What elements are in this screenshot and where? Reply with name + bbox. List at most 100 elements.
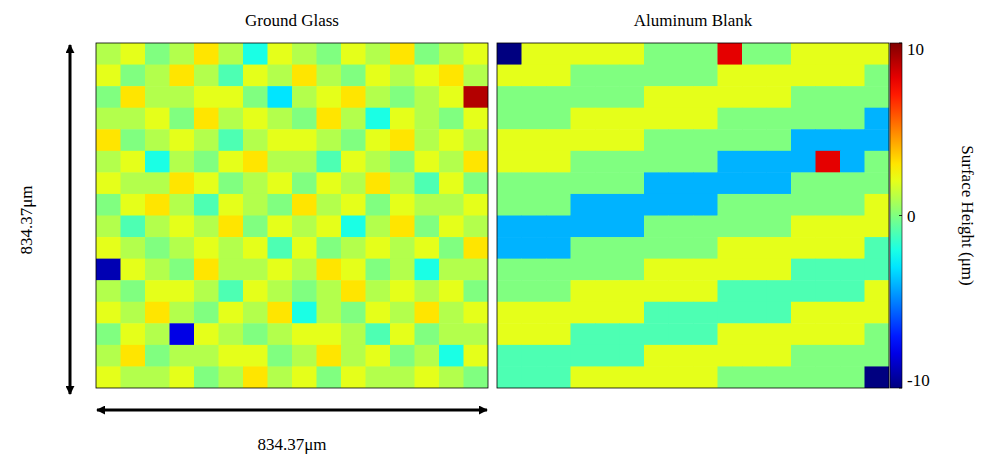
cell [170, 216, 195, 238]
cell [170, 43, 195, 65]
cell [96, 129, 121, 151]
cell [791, 65, 816, 87]
cell [439, 216, 464, 238]
cell [145, 194, 170, 216]
cell [390, 172, 415, 194]
cell [390, 65, 415, 87]
cell [546, 345, 571, 367]
cell [571, 259, 596, 281]
cell [268, 323, 293, 345]
cell [644, 129, 669, 151]
cell [390, 259, 415, 281]
cell [840, 194, 865, 216]
cell [292, 172, 317, 194]
cell [644, 216, 669, 238]
cell [546, 366, 571, 388]
cell [620, 216, 645, 238]
cell [464, 108, 489, 130]
cell [292, 280, 317, 302]
cell [121, 259, 146, 281]
cell [96, 259, 121, 281]
cell [317, 43, 342, 65]
colorbar-tick-label: -10 [907, 371, 930, 390]
cell [341, 43, 366, 65]
cell [366, 43, 391, 65]
cell [219, 259, 244, 281]
cell [145, 280, 170, 302]
cell [366, 172, 391, 194]
cell [644, 172, 669, 194]
cell [816, 65, 841, 87]
cell [742, 65, 767, 87]
cell [96, 280, 121, 302]
cell [341, 237, 366, 259]
cell [644, 280, 669, 302]
cell [341, 86, 366, 108]
cell [865, 302, 890, 324]
cell [865, 129, 890, 151]
cell [791, 108, 816, 130]
cell [194, 108, 219, 130]
cell [595, 323, 620, 345]
cell [718, 129, 743, 151]
cell [816, 129, 841, 151]
dimension-arrow [97, 409, 487, 412]
cell [464, 323, 489, 345]
cell [194, 172, 219, 194]
cell [522, 43, 547, 65]
cell [268, 108, 293, 130]
cell [840, 65, 865, 87]
cell [644, 302, 669, 324]
cell [415, 302, 440, 324]
cell [121, 237, 146, 259]
cell [767, 216, 792, 238]
cell [816, 108, 841, 130]
cell [292, 323, 317, 345]
cell [121, 151, 146, 173]
cell [194, 86, 219, 108]
cell [96, 194, 121, 216]
cell [317, 302, 342, 324]
cell [439, 86, 464, 108]
cell [669, 345, 694, 367]
cell [595, 108, 620, 130]
cell [522, 151, 547, 173]
cell [415, 172, 440, 194]
cell [170, 323, 195, 345]
cell [644, 259, 669, 281]
cell [816, 86, 841, 108]
cell [742, 323, 767, 345]
cell [718, 86, 743, 108]
cell [121, 43, 146, 65]
cell [791, 280, 816, 302]
cell [595, 280, 620, 302]
cell [767, 86, 792, 108]
cell [816, 43, 841, 65]
cell [341, 323, 366, 345]
heatmap-cells [96, 43, 488, 388]
cell [219, 323, 244, 345]
cell [571, 280, 596, 302]
cell [595, 345, 620, 367]
cell [840, 259, 865, 281]
cell [415, 345, 440, 367]
cell [243, 345, 268, 367]
cell [121, 65, 146, 87]
cell [718, 323, 743, 345]
cell [497, 129, 522, 151]
cell [317, 280, 342, 302]
cell [243, 129, 268, 151]
cell [121, 129, 146, 151]
cell [439, 323, 464, 345]
cell [791, 194, 816, 216]
dimension-label: 834.37μm [257, 435, 326, 454]
cell [767, 366, 792, 388]
cell [341, 65, 366, 87]
cell [546, 129, 571, 151]
cell [170, 172, 195, 194]
cell [96, 237, 121, 259]
cell [595, 259, 620, 281]
cell [595, 172, 620, 194]
cell [571, 216, 596, 238]
cell [522, 65, 547, 87]
